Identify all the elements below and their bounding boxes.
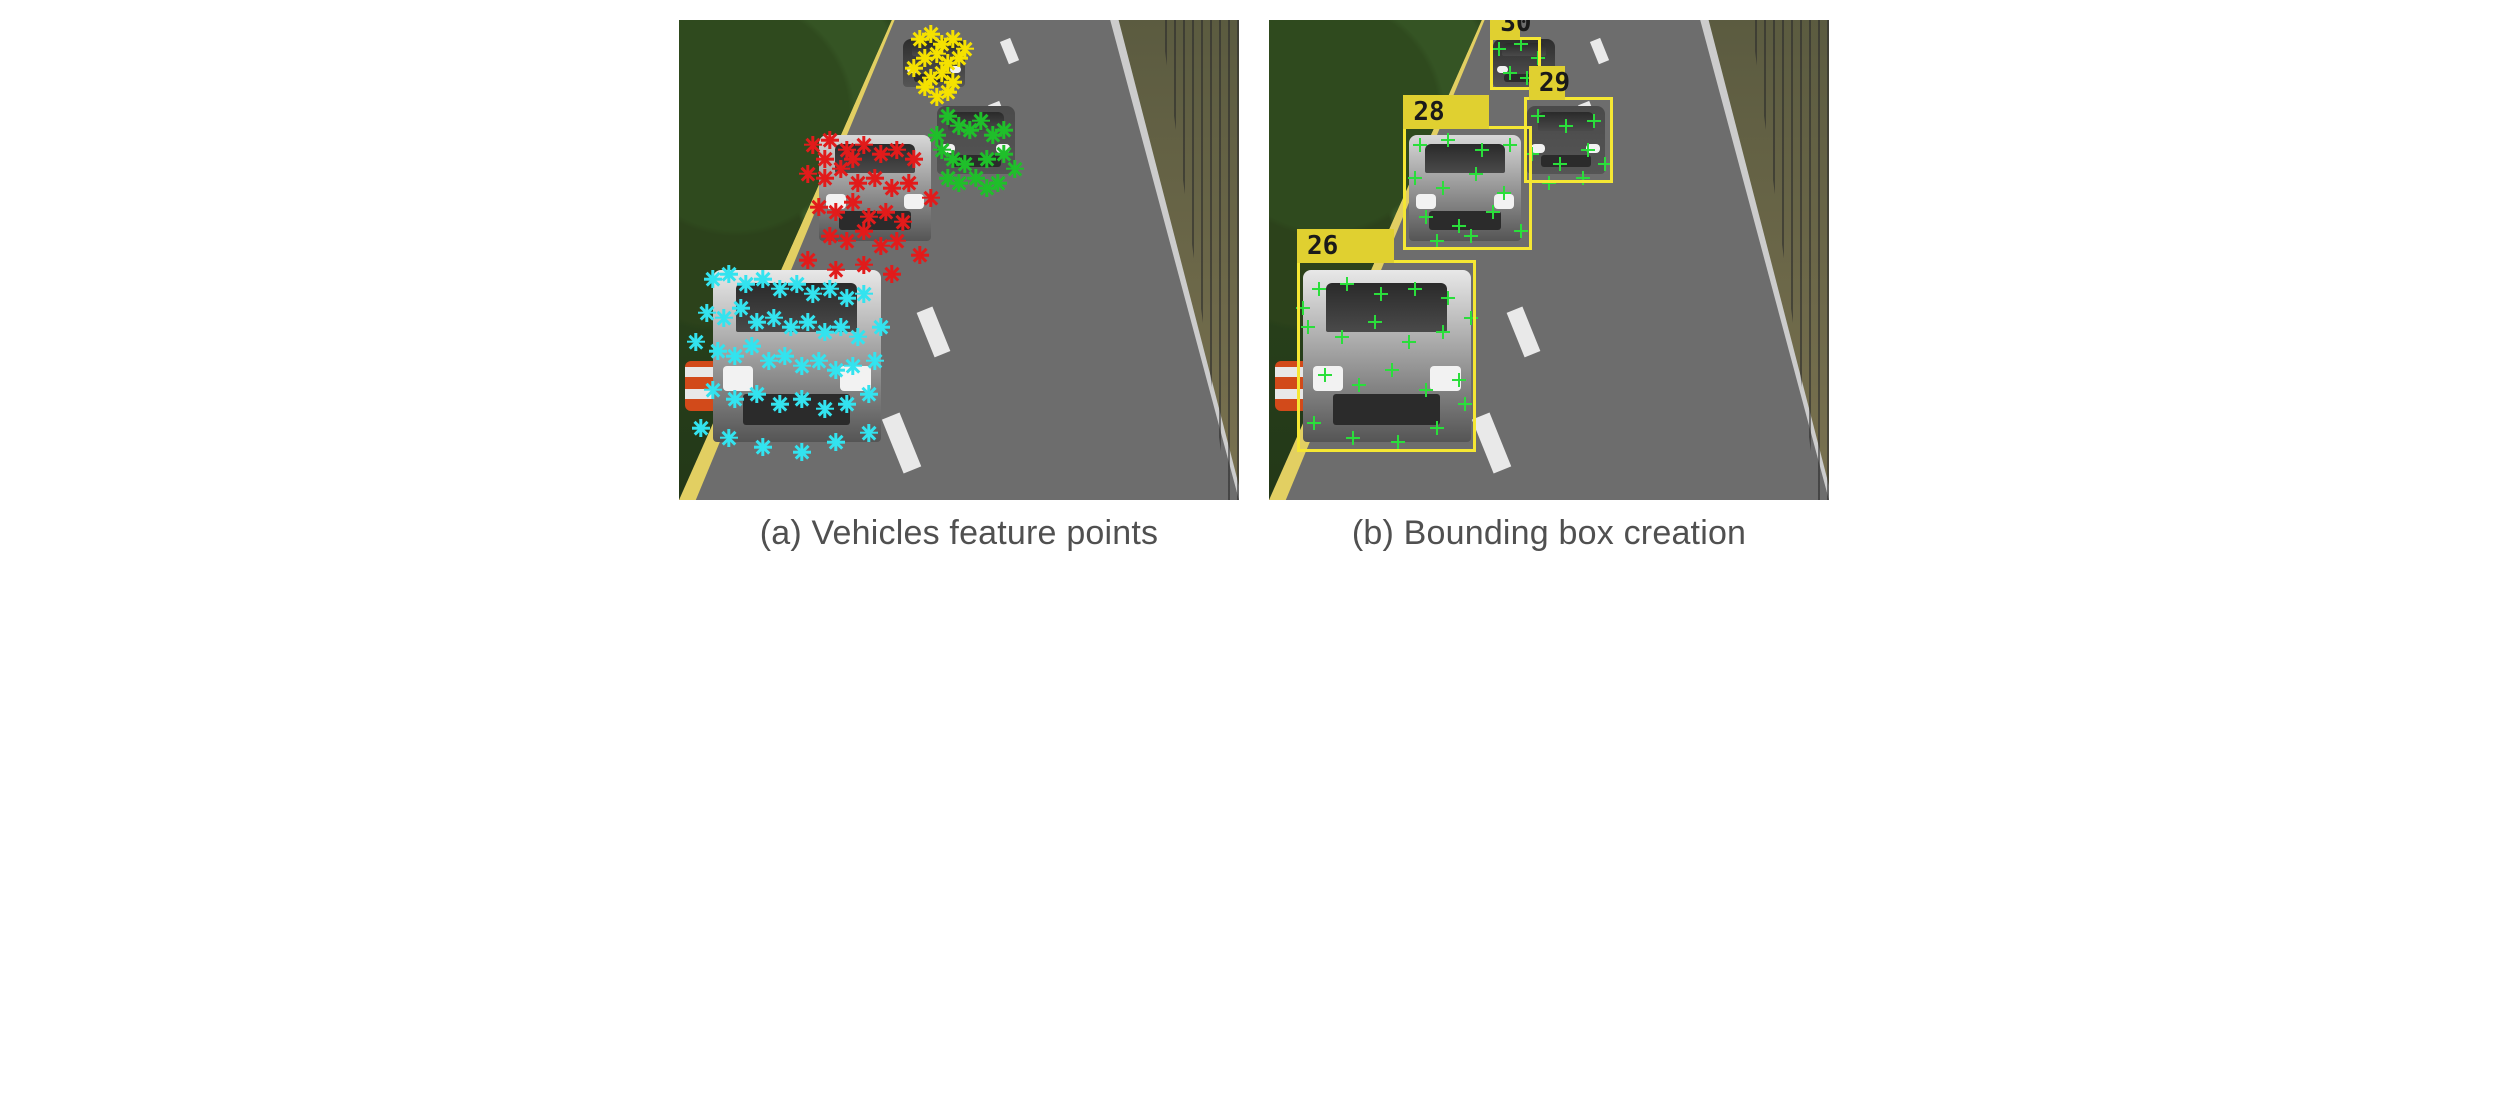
feature-point-star: [776, 347, 794, 365]
feature-point-star: [810, 198, 828, 216]
feature-point-star: [816, 169, 834, 187]
feature-point-star: [928, 126, 946, 144]
feature-point-star: [810, 352, 828, 370]
feature-point-star: [793, 390, 811, 408]
feature-point-star: [894, 213, 912, 231]
feature-point-star: [844, 150, 862, 168]
feature-point-star: [827, 433, 845, 451]
feature-point-star: [821, 227, 839, 245]
feature-point-star: [704, 381, 722, 399]
feature-point-star: [888, 232, 906, 250]
feature-point-star: [872, 318, 890, 336]
feature-point-star: [827, 361, 845, 379]
feature-point-star: [771, 280, 789, 298]
figure-container: (a) Vehicles feature points 30292826 (b)…: [20, 20, 2488, 553]
feature-point-star: [793, 357, 811, 375]
feature-point-star: [720, 429, 738, 447]
bounding-box: 28: [1403, 126, 1532, 251]
feature-point-star: [821, 131, 839, 149]
feature-point-star: [821, 280, 839, 298]
feature-point-star: [799, 313, 817, 331]
feature-point-star: [715, 309, 733, 327]
feature-point-star: [939, 83, 957, 101]
feature-point-star: [883, 265, 901, 283]
feature-point-star: [978, 150, 996, 168]
feature-point-star: [844, 357, 862, 375]
feature-point-star: [855, 256, 873, 274]
feature-point-star: [995, 121, 1013, 139]
feature-point-star: [799, 165, 817, 183]
panel-b-image: 30292826: [1269, 20, 1829, 500]
feature-point-star: [687, 333, 705, 351]
feature-point-star: [888, 141, 906, 159]
caption-b: (b) Bounding box creation: [1352, 514, 1746, 553]
feature-point-star: [922, 189, 940, 207]
feature-point-star: [900, 174, 918, 192]
feature-point-star: [704, 270, 722, 288]
feature-point-star: [849, 328, 867, 346]
feature-point-star: [754, 270, 772, 288]
feature-point-star: [1006, 160, 1024, 178]
feature-point-star: [911, 246, 929, 264]
feature-point-star: [782, 318, 800, 336]
feature-point-star: [855, 222, 873, 240]
feature-point-star: [860, 424, 878, 442]
panel-a: (a) Vehicles feature points: [679, 20, 1239, 553]
feature-point-star: [726, 390, 744, 408]
feature-point-star: [748, 313, 766, 331]
feature-point-star: [732, 299, 750, 317]
feature-point-star: [748, 385, 766, 403]
bounding-box: 26: [1297, 260, 1476, 452]
bounding-box: 29: [1524, 97, 1614, 183]
panel-a-image: [679, 20, 1239, 500]
bbox-id-tag: 30: [1490, 20, 1520, 40]
feature-point-star: [877, 203, 895, 221]
feature-point-star: [698, 304, 716, 322]
feature-point-star: [866, 352, 884, 370]
feature-point-star: [827, 261, 845, 279]
feature-point-star: [743, 337, 761, 355]
feature-point-star: [709, 342, 727, 360]
feature-point-star: [838, 395, 856, 413]
feature-point-star: [872, 145, 890, 163]
feature-point-star: [827, 203, 845, 221]
feature-point-star: [816, 323, 834, 341]
feature-point-star: [860, 385, 878, 403]
caption-a: (a) Vehicles feature points: [760, 514, 1159, 553]
feature-point-star: [989, 174, 1007, 192]
feature-point-star: [844, 193, 862, 211]
feature-point-star: [799, 251, 817, 269]
feature-point-star: [816, 400, 834, 418]
feature-point-star: [872, 237, 890, 255]
feature-point-star: [720, 265, 738, 283]
feature-point-star: [788, 275, 806, 293]
bbox-id-tag: 29: [1529, 66, 1566, 100]
feature-point-star: [692, 419, 710, 437]
feature-point-star: [883, 179, 901, 197]
feature-point-star: [760, 352, 778, 370]
feature-point-star: [849, 174, 867, 192]
feature-point-star: [950, 174, 968, 192]
feature-point-star: [956, 40, 974, 58]
bbox-id-tag: 26: [1297, 229, 1394, 263]
panel-b: 30292826 (b) Bounding box creation: [1269, 20, 1829, 553]
feature-point-star: [866, 169, 884, 187]
feature-point-star: [737, 275, 755, 293]
bbox-id-tag: 28: [1403, 95, 1488, 129]
feature-point-star: [816, 150, 834, 168]
feature-point-star: [765, 309, 783, 327]
feature-point-star: [905, 150, 923, 168]
feature-point-star: [905, 59, 923, 77]
feature-point-star: [793, 443, 811, 461]
feature-point-star: [838, 232, 856, 250]
feature-point-star: [771, 395, 789, 413]
feature-point-star: [855, 285, 873, 303]
feature-point-star: [726, 347, 744, 365]
feature-point-star: [754, 438, 772, 456]
feature-point-star: [838, 289, 856, 307]
feature-point-star: [804, 285, 822, 303]
feature-point-star: [832, 318, 850, 336]
